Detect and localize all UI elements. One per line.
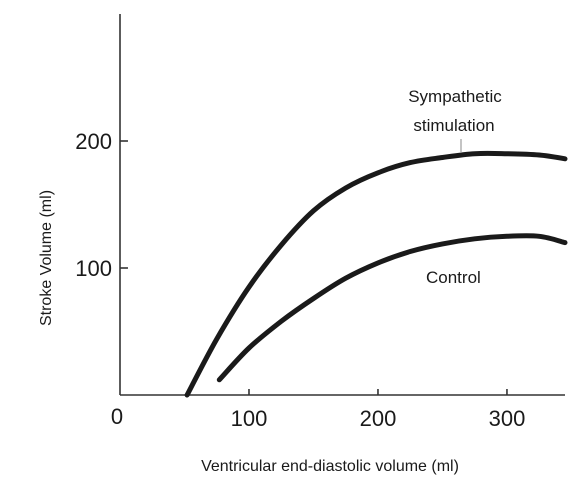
x-axis-title: Ventricular end-diastolic volume (ml) bbox=[201, 458, 459, 475]
series-line-sympathetic-stimulation bbox=[184, 150, 568, 398]
series-group bbox=[184, 150, 568, 398]
annotation-control: Control bbox=[426, 268, 481, 287]
ticks: 100 200 100 200 300 0 bbox=[75, 129, 525, 431]
x-tick-label: 100 bbox=[231, 406, 268, 431]
annotation-stimulation: stimulation bbox=[413, 116, 494, 135]
axes bbox=[119, 14, 565, 396]
series-line-control bbox=[216, 233, 568, 383]
y-axis-title: Stroke Volume (ml) bbox=[38, 190, 55, 326]
annotation-sympathetic: Sympathetic bbox=[408, 87, 502, 106]
y-tick-label: 200 bbox=[75, 129, 112, 154]
x-tick-label: 200 bbox=[360, 406, 397, 431]
origin-label: 0 bbox=[111, 404, 123, 429]
x-tick-label: 300 bbox=[489, 406, 526, 431]
y-tick-label: 100 bbox=[75, 256, 112, 281]
labels: Ventricular end-diastolic volume (ml) Str… bbox=[38, 87, 502, 475]
